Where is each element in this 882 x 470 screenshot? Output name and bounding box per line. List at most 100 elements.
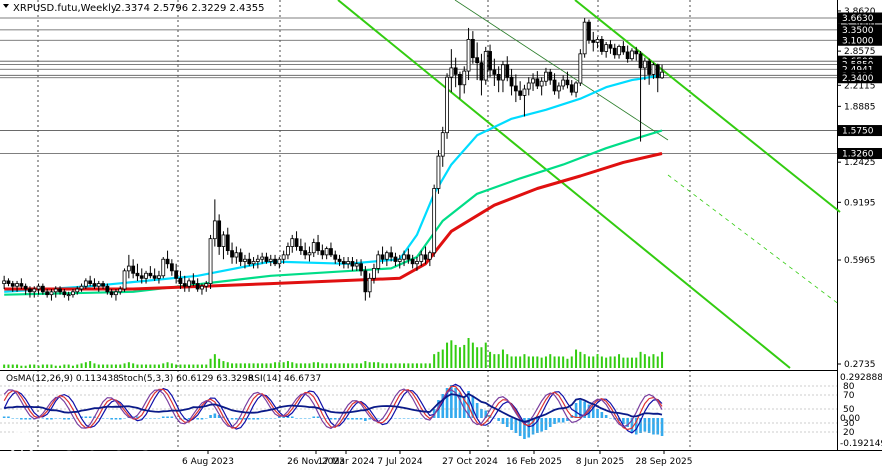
candle[interactable] [604,41,609,58]
symbol-dropdown-icon[interactable] [3,4,9,8]
candle[interactable] [88,275,93,287]
candle[interactable] [595,36,600,49]
candle[interactable] [53,286,58,298]
candle[interactable] [393,252,398,267]
candle[interactable] [32,286,37,298]
candle[interactable] [612,43,617,59]
candle[interactable] [436,150,441,194]
candle[interactable] [329,242,333,258]
candle[interactable] [569,80,574,96]
candle[interactable] [268,254,273,267]
candle[interactable] [513,74,518,103]
candle[interactable] [62,288,67,298]
candle[interactable] [466,27,471,81]
candle[interactable] [225,227,230,255]
candle[interactable] [83,278,88,289]
candle[interactable] [191,273,196,287]
candle[interactable] [320,244,325,260]
candle[interactable] [397,254,402,269]
candle[interactable] [251,257,256,269]
ema-slow-line[interactable] [4,152,663,291]
candle[interactable] [410,254,415,269]
candle[interactable] [389,246,394,262]
candle[interactable] [75,286,80,295]
candle[interactable] [423,246,428,264]
candle[interactable] [599,36,604,55]
candle[interactable] [277,257,282,269]
candle[interactable] [49,288,54,301]
candle[interactable] [518,81,523,101]
candle[interactable] [161,257,166,279]
candle[interactable] [359,259,363,276]
candle[interactable] [208,234,213,289]
candle[interactable] [118,286,123,295]
candle[interactable] [195,278,200,292]
candle[interactable] [71,288,75,298]
trend-projection-line[interactable] [667,174,841,306]
candle[interactable] [273,254,277,267]
candle[interactable] [384,250,389,267]
candle[interactable] [92,278,97,289]
candle[interactable] [479,53,484,96]
rsi-line[interactable] [3,388,663,430]
candle[interactable] [372,263,376,284]
candle[interactable] [79,283,84,292]
candle[interactable] [552,73,557,95]
candle[interactable] [2,275,7,289]
candle[interactable] [19,278,24,289]
candle[interactable] [642,57,647,81]
candle[interactable] [432,184,437,258]
candle[interactable] [40,283,45,295]
candle[interactable] [28,286,32,298]
candle[interactable] [488,44,492,78]
candle[interactable] [298,238,303,255]
candle[interactable] [574,81,578,98]
candle[interactable] [647,58,652,85]
candle[interactable] [621,41,626,55]
candle[interactable] [367,273,372,298]
candle[interactable] [131,259,136,279]
candle[interactable] [501,61,505,93]
candle[interactable] [66,291,71,301]
candle[interactable] [462,66,467,94]
candle[interactable] [221,231,226,260]
candle[interactable] [341,257,346,269]
candle[interactable] [243,254,247,269]
candle[interactable] [307,246,312,262]
candle[interactable] [294,231,299,251]
candle[interactable] [522,84,527,117]
candle[interactable] [587,19,591,44]
candle[interactable] [217,214,222,255]
candle[interactable] [187,278,191,292]
candle[interactable] [376,250,381,274]
candle[interactable] [230,242,234,264]
candle[interactable] [324,246,329,260]
candle[interactable] [363,266,368,301]
candle[interactable] [144,270,148,284]
candle[interactable] [200,283,204,295]
candle[interactable] [122,268,127,292]
candle[interactable] [539,77,544,96]
candle[interactable] [6,278,11,287]
candle[interactable] [135,263,140,281]
candle[interactable] [290,234,295,253]
candle[interactable] [402,250,406,267]
candle[interactable] [114,288,118,301]
candle[interactable] [23,283,28,295]
candle[interactable] [255,254,260,269]
candle[interactable] [565,71,570,89]
ema-fast-line[interactable] [4,73,663,293]
candle[interactable] [427,250,432,267]
candle[interactable] [10,280,15,292]
candle[interactable] [247,252,252,267]
candle[interactable] [496,66,501,93]
candle[interactable] [505,56,510,82]
candle[interactable] [415,257,419,271]
candle[interactable] [264,252,269,264]
candle[interactable] [36,283,41,295]
candle[interactable] [638,50,643,142]
candle[interactable] [617,44,621,59]
candle[interactable] [15,280,19,292]
candle[interactable] [204,280,209,292]
